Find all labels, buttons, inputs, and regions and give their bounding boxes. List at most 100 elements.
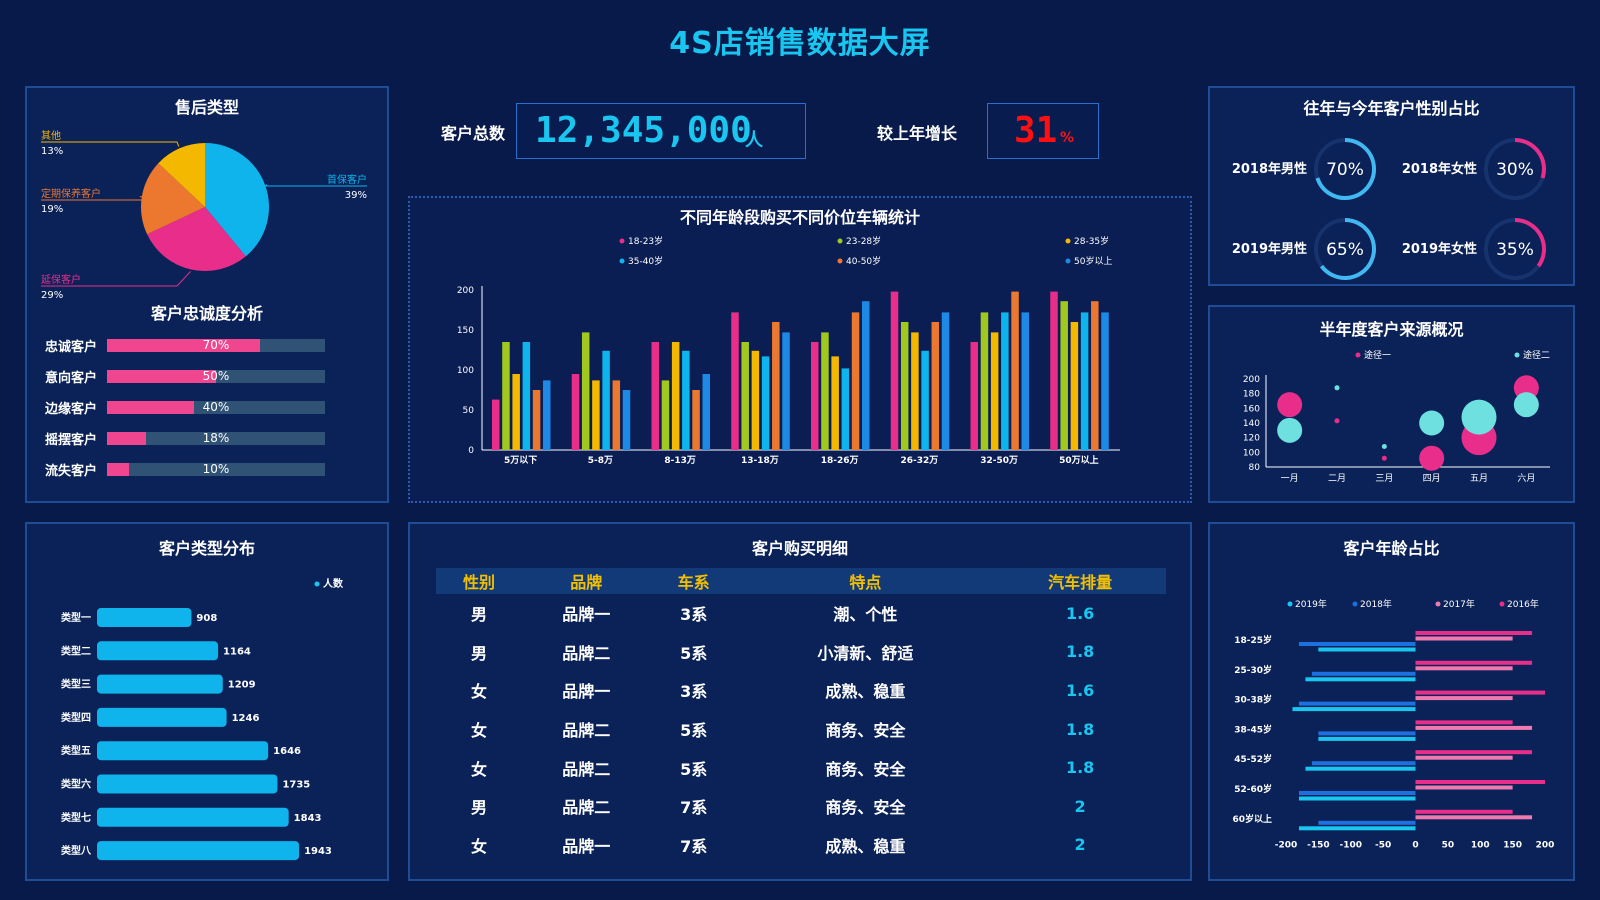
- loyalty-label: 流失客户: [45, 464, 98, 479]
- legend-label: 18-23岁: [628, 235, 663, 247]
- bar: [1415, 809, 1513, 814]
- bar: [841, 368, 850, 450]
- bar: [821, 332, 829, 450]
- bar: [911, 332, 919, 450]
- bar: [921, 350, 929, 450]
- gender-ring-arc: [1319, 218, 1376, 280]
- cell-displacement: 2: [1074, 796, 1086, 816]
- loyalty-fill: [107, 401, 195, 414]
- bar: [1292, 707, 1416, 712]
- bar: [622, 390, 631, 450]
- gender-label: 2019年男性: [1232, 241, 1307, 257]
- cell-displacement: 1.6: [1065, 603, 1095, 623]
- header-brand: 品牌: [521, 568, 651, 594]
- x-tick-label: 六月: [1517, 472, 1535, 484]
- bar: [1021, 312, 1029, 450]
- bar: [1311, 761, 1416, 766]
- data-label: 1209: [228, 680, 256, 691]
- y-tick-label: 类型七: [61, 811, 91, 824]
- pie-pct-label: 13%: [41, 146, 63, 157]
- x-tick-label: 32-50万: [980, 455, 1018, 466]
- header-series: 车系: [650, 568, 737, 594]
- gender-label: 2018年男性: [1232, 161, 1307, 177]
- pie-leader-line: [263, 184, 367, 187]
- bar: [1298, 701, 1416, 706]
- y-tick-label: 180: [1243, 390, 1260, 400]
- bubble: [1461, 399, 1497, 435]
- cell-feature: 潮、个性: [833, 605, 898, 625]
- pie-pct-label: 39%: [345, 190, 367, 201]
- bar: [851, 312, 860, 450]
- bar: [1415, 636, 1513, 641]
- bar: [1415, 696, 1513, 701]
- bar: [1091, 301, 1099, 450]
- age-price-bar-chart: 18-23岁 23-28岁 28-35岁 35-40岁 40-50岁 50岁以上 0 50 10…: [457, 235, 1120, 466]
- cell-series: 7系: [680, 798, 708, 818]
- pie-pct-label: 19%: [41, 204, 63, 215]
- bar: [1318, 820, 1416, 825]
- legend-swatch: [1287, 601, 1293, 607]
- x-tick-label: 50: [1442, 841, 1455, 851]
- loyalty-fill: [107, 463, 129, 476]
- bar: [702, 374, 710, 450]
- table-row: 女 品牌一 7系 成熟、稳重 2: [436, 826, 1166, 865]
- bar: [97, 741, 269, 761]
- table-row: 男 品牌二 5系 小清新、舒适 1.8: [436, 633, 1166, 672]
- bar: [97, 841, 300, 861]
- y-tick-label: 类型三: [61, 678, 91, 691]
- x-tick-label: 100: [1471, 841, 1490, 851]
- cell-series: 7系: [680, 836, 708, 856]
- gender-ring-arc: [1315, 138, 1376, 200]
- x-tick-label: 150: [1503, 841, 1522, 851]
- gender-panel: 往年与今年客户性别占比 2018年男性 70% 2018年女性 30% 2019年男性 6…: [1208, 86, 1575, 286]
- legend-label: 2016年: [1507, 598, 1539, 610]
- loyalty-track: 10%: [107, 463, 325, 476]
- cell-displacement: 1.8: [1065, 758, 1095, 778]
- legend-label: 2019年: [1295, 598, 1327, 610]
- growth-label: 较上年增长: [877, 124, 958, 143]
- bar: [592, 380, 600, 450]
- bar: [1415, 755, 1513, 760]
- total-customers-label: 客户总数: [441, 124, 506, 143]
- y-tick-label: 类型一: [61, 611, 91, 624]
- bubble: [1334, 418, 1340, 424]
- loyalty-fill: [107, 339, 260, 352]
- y-tick-label: 类型二: [61, 644, 91, 657]
- bar: [931, 322, 940, 450]
- legend-label: 途径二: [1523, 349, 1550, 361]
- table-row: 女 品牌一 3系 成熟、稳重 1.6: [436, 671, 1166, 710]
- legend-swatch: [1435, 601, 1441, 607]
- bar: [502, 342, 510, 450]
- bar: [512, 374, 520, 450]
- y-tick-label: 0: [468, 446, 474, 456]
- x-tick-label: 五月: [1470, 473, 1488, 484]
- bar: [97, 707, 227, 727]
- gender-pct: 65%: [1326, 240, 1364, 260]
- x-tick-label: -150: [1307, 841, 1330, 851]
- pie-slice: [205, 143, 269, 257]
- y-tick-label: 60岁以上: [1232, 813, 1272, 825]
- pie-leader-line: [41, 271, 191, 287]
- bar: [492, 399, 500, 450]
- bar: [522, 342, 531, 450]
- y-tick-label: 45-52岁: [1234, 753, 1272, 765]
- loyalty-label: 摇摆客户: [45, 433, 98, 448]
- source-panel: 半年度客户来源概况 途径一 途径二 80 100 120 140 160 180 200 一月 二月…: [1208, 305, 1575, 503]
- pie-label: 其他: [41, 129, 61, 142]
- bar: [782, 332, 790, 450]
- cell-brand: 品牌二: [562, 759, 611, 779]
- cell-brand: 品牌一: [562, 682, 611, 702]
- bar: [1070, 322, 1079, 450]
- bar: [1305, 677, 1416, 682]
- bar: [1101, 312, 1109, 450]
- legend-label: 2017年: [1443, 598, 1475, 610]
- loyalty-title: 客户忠诚度分析: [150, 304, 263, 323]
- bar: [97, 641, 219, 661]
- bar: [1318, 731, 1416, 736]
- y-tick-label: 200: [1243, 375, 1260, 385]
- pie-label: 定期保养客户: [41, 187, 101, 200]
- x-tick-label: 200: [1536, 841, 1555, 851]
- legend-swatch: [314, 581, 320, 587]
- loyalty-pct: 10%: [202, 462, 230, 476]
